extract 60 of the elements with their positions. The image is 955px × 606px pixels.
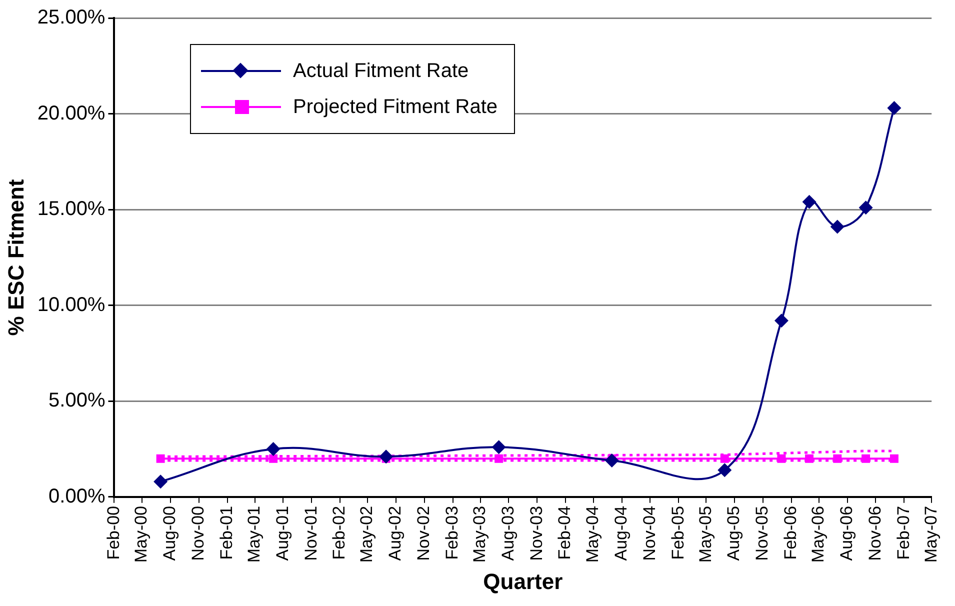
point [802,194,816,209]
y-tick-label: 20.00% [37,102,106,124]
x-tick-label: May-04 [583,506,602,563]
x-tick-label: Nov-06 [865,506,884,561]
x-tick-label: May-01 [244,506,264,563]
x-tick-label: Aug-05 [724,506,744,561]
point [805,454,814,463]
x-tick-label: Feb-04 [555,506,574,560]
y-tick-label: 5.00% [48,390,106,412]
x-tick-label: May-00 [132,506,151,563]
point [379,450,394,464]
x-tick-label: Nov-01 [301,506,320,561]
x-tick-label: Aug-01 [272,506,292,561]
point [266,442,280,456]
x-tick-label: Aug-04 [611,506,630,561]
x-tick-label: Feb-02 [330,506,349,560]
point [604,454,619,468]
y-axis-title: % ESC Fitment [3,178,28,336]
point [774,314,788,328]
x-tick-label: Aug-00 [160,506,180,561]
point [777,454,786,463]
x-tick-label: Nov-03 [526,506,546,561]
x-tick-label: Feb-06 [781,506,800,560]
x-tick-label: Nov-04 [640,506,659,561]
point [494,454,504,463]
x-axis-title: Quarter [483,568,564,594]
point [833,454,842,463]
x-tick-label: Nov-05 [752,506,772,561]
legend-label: Actual Fitment Rate [293,60,469,82]
y-tick-label: 25.00% [37,6,106,29]
x-tick-label: May-06 [808,506,828,563]
x-tick-label: Feb-01 [216,506,236,560]
point [858,200,873,215]
y-tick-label: 15.00% [37,198,106,220]
y-tick-label: 0.00% [48,485,106,508]
point [154,474,168,489]
y-tick-label: 10.00% [37,294,106,316]
x-tick-label: Aug-02 [386,506,405,561]
x-tick-label: May-05 [696,506,715,563]
point [156,454,165,463]
x-tick-label: Feb-03 [442,506,462,560]
point [718,463,732,478]
point [887,101,902,116]
x-tick-label: Feb-00 [104,506,123,560]
point [492,440,506,454]
x-tick-label: Nov-02 [414,506,434,561]
x-tick-label: Aug-06 [836,506,856,561]
point [890,454,898,463]
point [720,454,729,463]
x-tick-label: Feb-05 [668,506,688,560]
x-tick-label: Aug-03 [498,506,518,561]
x-tick-label: May-07 [921,506,940,563]
x-tick-label: Feb-07 [894,506,913,560]
x-tick-label: Nov-00 [188,506,208,561]
point [269,454,278,463]
x-tick-label: May-03 [470,506,489,563]
point [830,220,844,234]
legend-label: Projected Fitment Rate [293,96,498,118]
x-tick-label: May-02 [357,506,376,563]
point [862,454,870,463]
